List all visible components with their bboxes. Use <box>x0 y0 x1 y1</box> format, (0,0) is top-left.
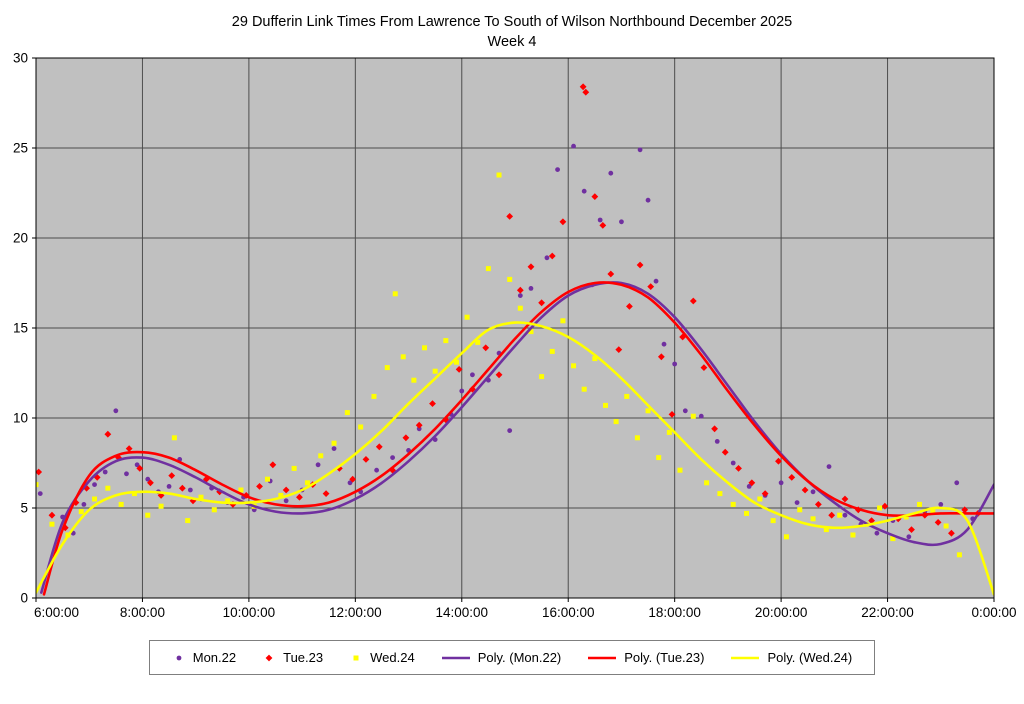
legend-label-tue-23: Tue.23 <box>283 650 324 665</box>
legend-item-poly-mon-22: Poly. (Mon.22) <box>441 650 562 665</box>
legend-item-poly-wed-24: Poly. (Wed.24) <box>730 650 852 665</box>
y-tick-label: 15 <box>13 321 28 336</box>
poly-line-poly-mon-22 <box>40 281 994 594</box>
scatter-series-wed-24 <box>36 172 962 558</box>
legend-item-tue-23: Tue.23 <box>262 650 323 665</box>
x-tick-label: 22:00:00 <box>861 605 914 620</box>
x-tick-label: 6:00:00 <box>34 605 79 620</box>
legend-item-mon-22: Mon.22 <box>172 650 236 665</box>
legend-label-poly-wed-24: Poly. (Wed.24) <box>767 650 853 665</box>
chart-title: 29 Dufferin Link Times From Lawrence To … <box>231 14 793 30</box>
x-tick-label: 12:00:00 <box>329 605 382 620</box>
y-tick-label: 20 <box>13 231 28 246</box>
poly-line-poly-tue-23 <box>42 281 994 596</box>
scatter-series-mon-22 <box>37 143 976 540</box>
legend-marker-mon-22 <box>176 655 182 660</box>
chart-title-block: 29 Dufferin Link Times From Lawrence To … <box>72 0 952 52</box>
chart-subtitle: Week 4 <box>487 34 537 50</box>
x-tick-label: 18:00:00 <box>648 605 701 620</box>
legend-label-wed-24: Wed.24 <box>370 650 415 665</box>
legend-line-swatch-poly-wed-24 <box>731 656 760 659</box>
y-tick-label: 25 <box>13 141 28 156</box>
legend-item-poly-tue-23: Poly. (Tue.23) <box>587 650 704 665</box>
y-tick-label: 5 <box>20 501 28 516</box>
legend-label-poly-mon-22: Poly. (Mon.22) <box>477 650 562 665</box>
legend-marker-tue-23 <box>265 654 273 661</box>
y-axis-labels: 0 5 10 15 20 25 30 <box>13 52 28 606</box>
chart-legend: Mon.22 Tue.23 Wed.24 Poly. (Mon.22) Poly. (T… <box>148 640 876 675</box>
legend-label-poly-tue-23: Poly. (Tue.23) <box>624 650 705 665</box>
poly-line-poly-wed-24 <box>36 321 994 596</box>
x-tick-label: 14:00:00 <box>435 605 488 620</box>
legend-line-swatch-poly-mon-22 <box>441 656 470 659</box>
x-tick-label: 20:00:00 <box>755 605 808 620</box>
legend-item-wed-24: Wed.24 <box>349 650 415 665</box>
legend-label-mon-22: Mon.22 <box>192 650 237 665</box>
axis-ticks <box>32 57 995 602</box>
x-tick-label: 8:00:00 <box>120 605 165 620</box>
y-tick-label: 30 <box>13 52 28 66</box>
x-tick-label: 10:00:00 <box>223 605 276 620</box>
x-axis-labels: 6:00:00 8:00:00 10:00:00 12:00:00 14:00:00 16… <box>34 605 1017 620</box>
plot-border <box>35 57 995 599</box>
y-tick-label: 10 <box>13 411 28 426</box>
gridlines <box>36 58 994 598</box>
x-tick-label: 16:00:00 <box>542 605 595 620</box>
legend-marker-wed-24 <box>353 655 359 660</box>
chart-svg: 0 5 10 15 20 25 30 6:00:00 8:00:00 10:00:00 12:00:… <box>13 52 1017 620</box>
y-tick-label: 0 <box>20 591 28 606</box>
x-tick-label: 0:00:00 <box>971 605 1016 620</box>
legend-line-swatch-poly-tue-23 <box>588 656 617 659</box>
